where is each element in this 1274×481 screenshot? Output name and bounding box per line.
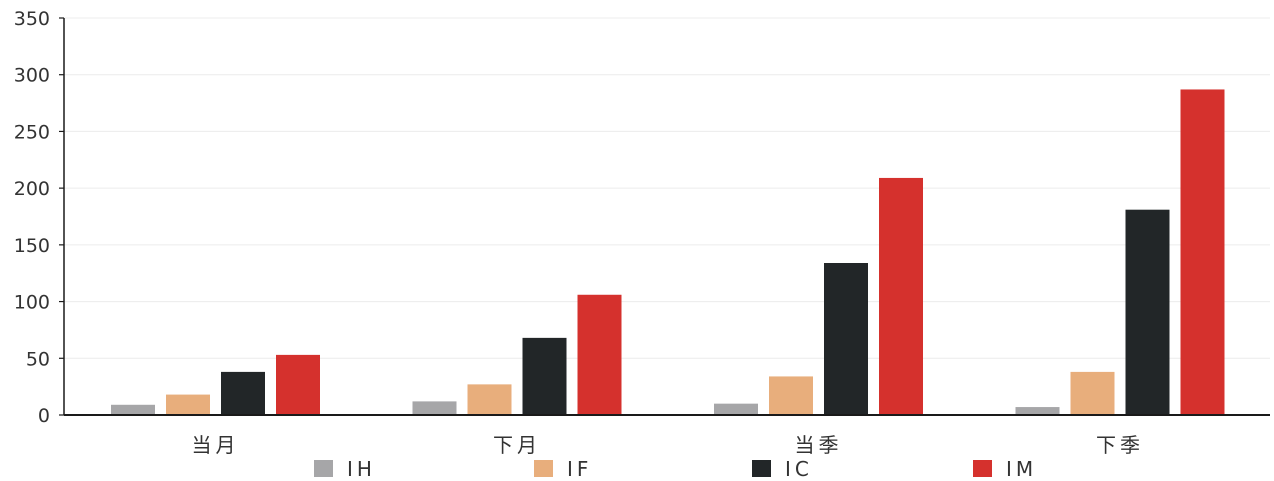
- legend-label-ih: IH: [347, 457, 376, 481]
- legend-swatch-if: [534, 460, 553, 477]
- legend-label-if: IF: [567, 457, 592, 481]
- bar-im-2: [879, 177, 923, 415]
- bar-im-0: [276, 354, 320, 415]
- y-tick-label: 200: [14, 178, 50, 200]
- bar-if-2: [769, 376, 813, 415]
- legend-label-ic: IC: [785, 457, 813, 481]
- legend-swatch-ic: [752, 460, 771, 477]
- bar-ih-2: [714, 403, 758, 415]
- bar-ic-3: [1125, 209, 1170, 415]
- y-tick-label: 50: [26, 348, 50, 370]
- legend-label-im: IM: [1006, 457, 1037, 481]
- bar-im-1: [577, 294, 622, 415]
- bar-ic-2: [824, 263, 868, 415]
- bar-ic-1: [522, 337, 567, 415]
- gridlines: [64, 17, 1270, 359]
- x-category-label: 当月: [192, 433, 240, 457]
- bar-im-3: [1180, 89, 1225, 416]
- axes: [63, 18, 1270, 416]
- y-tick-label: 100: [14, 292, 50, 314]
- x-category-label: 当季: [795, 433, 843, 457]
- bar-ih-0: [111, 404, 155, 415]
- legend-swatch-im: [973, 460, 992, 477]
- legend: IH IF IC IM: [314, 457, 1037, 481]
- y-tick-label: 350: [14, 8, 50, 30]
- y-tick-label: 150: [14, 235, 50, 257]
- y-tick-labels: 0 50 100 150 200 250 300 350: [14, 8, 64, 427]
- bar-ih-1: [412, 401, 457, 415]
- legend-swatch-ih: [314, 460, 333, 477]
- y-tick-label: 0: [38, 405, 50, 427]
- bar-if-3: [1070, 371, 1115, 415]
- y-tick-label: 250: [14, 121, 50, 143]
- bar-if-0: [166, 394, 210, 415]
- bar-ih-3: [1015, 407, 1060, 415]
- bar-ic-0: [221, 371, 265, 415]
- bars: [111, 89, 1225, 416]
- y-tick-label: 300: [14, 65, 50, 87]
- bar-if-1: [467, 384, 512, 415]
- x-category-labels: 当月 下月 当季 下季: [192, 433, 1144, 457]
- x-category-label: 下月: [493, 433, 541, 457]
- x-category-label: 下季: [1096, 433, 1144, 457]
